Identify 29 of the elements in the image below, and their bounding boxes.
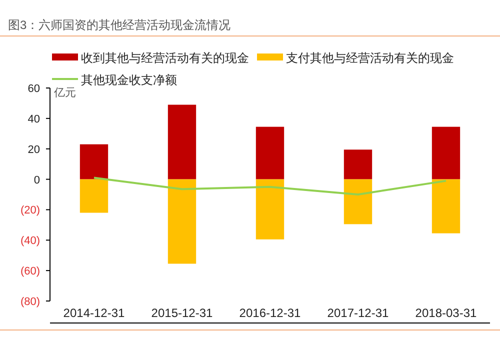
y-tick-label: (60): [20, 266, 40, 278]
bar: [168, 104, 196, 180]
y-tick-label: 40: [28, 113, 40, 126]
y-axis-title: 亿元: [53, 87, 76, 99]
x-tick-label: 2015-12-31: [151, 306, 214, 320]
y-tick-label: (20): [20, 204, 40, 217]
legend-label: 其他现金收支净额: [81, 73, 177, 87]
legend-label: 收到其他与经营活动有关的现金: [81, 51, 249, 65]
bar: [80, 179, 108, 213]
line-series: [93, 176, 447, 196]
bar: [432, 126, 460, 180]
y-tick-label: 20: [28, 144, 40, 156]
x-tick-label: 2014-12-31: [63, 306, 126, 320]
chart-title: 图3：六师国资的其他经营活动现金流情况: [8, 18, 231, 32]
bar: [80, 144, 108, 180]
x-tick-label: 2016-12-31: [239, 306, 302, 320]
bar: [168, 179, 196, 264]
x-tick-label: 2017-12-31: [327, 306, 390, 320]
bar: [256, 179, 284, 240]
legend-label: 支付其他与经营活动有关的现金: [286, 51, 454, 65]
y-tick-label: (80): [20, 296, 40, 308]
y-tick-label: 60: [28, 83, 40, 95]
bar: [344, 179, 372, 224]
x-tick-label: 2018-03-31: [415, 306, 478, 320]
bar: [432, 179, 460, 234]
bar: [344, 150, 372, 180]
y-tick-label: (40): [20, 235, 40, 248]
y-tick-label: 0: [34, 174, 40, 186]
bar: [256, 126, 284, 180]
